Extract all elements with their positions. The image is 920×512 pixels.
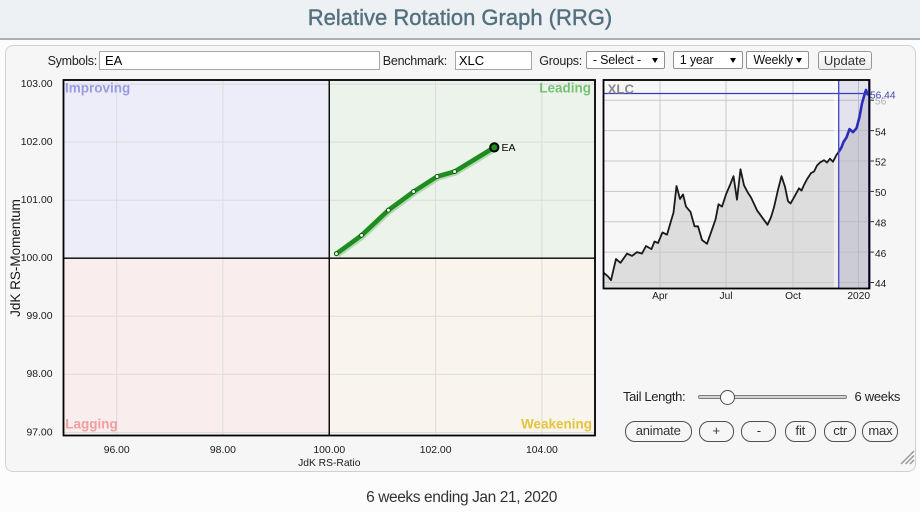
svg-text:Weakening: Weakening bbox=[521, 417, 592, 432]
svg-text:2020: 2020 bbox=[847, 291, 870, 302]
svg-text:XLC: XLC bbox=[608, 81, 635, 96]
svg-text:JdK RS-Momentum: JdK RS-Momentum bbox=[8, 199, 23, 317]
svg-text:56: 56 bbox=[875, 97, 887, 108]
svg-text:97.00: 97.00 bbox=[26, 427, 52, 438]
svg-text:46: 46 bbox=[875, 249, 887, 260]
svg-text:102.00: 102.00 bbox=[420, 445, 452, 456]
svg-text:103.00: 103.00 bbox=[21, 79, 53, 90]
svg-text:44: 44 bbox=[875, 279, 887, 290]
svg-text:Lagging: Lagging bbox=[65, 417, 118, 432]
svg-text:102.00: 102.00 bbox=[21, 137, 53, 148]
svg-text:52: 52 bbox=[875, 158, 887, 169]
svg-text:EA: EA bbox=[502, 142, 516, 154]
svg-text:Leading: Leading bbox=[539, 80, 591, 95]
svg-text:48: 48 bbox=[875, 218, 887, 229]
svg-text:Improving: Improving bbox=[65, 80, 130, 95]
svg-text:Apr: Apr bbox=[652, 291, 668, 302]
svg-text:100.00: 100.00 bbox=[313, 445, 345, 456]
svg-text:50: 50 bbox=[875, 188, 887, 199]
svg-text:98.00: 98.00 bbox=[210, 445, 236, 456]
svg-text:Oct: Oct bbox=[785, 291, 801, 302]
svg-text:104.00: 104.00 bbox=[526, 445, 558, 456]
svg-text:56.44: 56.44 bbox=[870, 90, 896, 101]
svg-text:JdK RS-Ratio: JdK RS-Ratio bbox=[298, 458, 361, 469]
svg-text:101.00: 101.00 bbox=[21, 195, 53, 206]
svg-text:54: 54 bbox=[875, 127, 887, 138]
svg-text:99.00: 99.00 bbox=[26, 311, 52, 322]
svg-text:96.00: 96.00 bbox=[104, 445, 130, 456]
svg-text:Jul: Jul bbox=[719, 291, 732, 302]
svg-text:98.00: 98.00 bbox=[26, 369, 52, 380]
svg-text:100.00: 100.00 bbox=[21, 253, 53, 264]
